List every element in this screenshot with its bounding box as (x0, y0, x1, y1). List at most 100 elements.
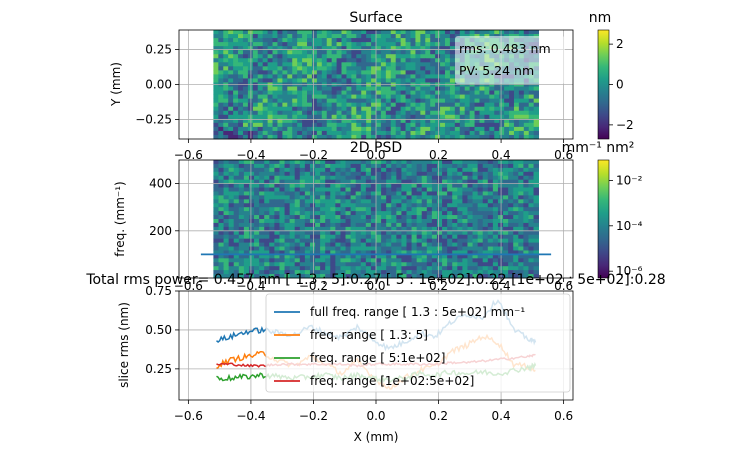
surface-cell (430, 98, 436, 104)
surface-y-ticks: 0.250.00−0.25 (135, 43, 179, 126)
surface-cell (297, 86, 303, 91)
surface-cell (415, 42, 421, 47)
psd-cell (233, 215, 240, 220)
surface-cell (321, 114, 328, 120)
psd-cell (294, 222, 301, 228)
surface-cell (213, 86, 219, 91)
psd-cell (213, 179, 219, 184)
psd-cell (309, 203, 316, 208)
surface-cell (405, 90, 411, 95)
surface-cell (440, 42, 446, 47)
psd-cell (345, 222, 351, 228)
psd-cell (487, 195, 494, 200)
psd-cell (218, 167, 224, 173)
psd-cell (330, 171, 336, 177)
surface-cell (425, 130, 431, 136)
psd-cell (452, 219, 458, 224)
surface-cell (494, 94, 500, 100)
psd-cell (340, 238, 346, 243)
surface-cell (376, 114, 382, 120)
psd-cell (294, 203, 301, 208)
surface-cell (430, 94, 436, 100)
surface-cell (272, 114, 278, 120)
surface-cell (400, 126, 406, 132)
surface-cell (252, 42, 259, 47)
psd-cell (269, 203, 275, 208)
surface-cell (287, 54, 293, 59)
surface-cell (484, 110, 490, 116)
psd-cell (442, 203, 448, 208)
surface-cell (267, 66, 273, 71)
psd-cell (406, 215, 412, 220)
psd-cell (406, 163, 412, 169)
surface-cell (376, 98, 382, 104)
psd-cell (218, 179, 224, 184)
surface-cell (351, 102, 357, 108)
surface-cell (331, 130, 337, 136)
x-tick-label: 0.0 (366, 148, 385, 162)
psd-cell (315, 167, 321, 173)
surface-cell (390, 42, 397, 47)
surface-cell (331, 46, 337, 51)
surface-cell (376, 54, 382, 59)
surface-cell (444, 118, 451, 124)
psd-cell (508, 179, 514, 184)
psd-cell (492, 274, 499, 279)
x-tick-label: 0.2 (429, 279, 448, 293)
psd-cell (416, 160, 423, 165)
psd-cell (340, 226, 346, 232)
psd-cell (294, 171, 301, 177)
psd-cell (411, 258, 418, 263)
psd-cell (477, 191, 484, 196)
psd-cell (513, 262, 519, 267)
psd-cell (376, 175, 382, 181)
psd-cell (365, 183, 372, 188)
psd-cell (411, 226, 418, 232)
psd-cell (233, 270, 240, 275)
psd-cell (508, 230, 514, 236)
psd-cell (518, 207, 524, 212)
psd-cell (248, 242, 255, 247)
psd-cell (345, 179, 351, 184)
surface-cell (494, 118, 500, 124)
surface-cell (469, 106, 475, 112)
surface-cell (218, 54, 224, 59)
surface-cell (415, 70, 421, 75)
psd-cell (436, 230, 443, 236)
surface-cell (380, 42, 387, 47)
psd-cell (254, 215, 260, 220)
psd-cell (457, 211, 463, 216)
psd-cell (315, 242, 321, 247)
psd-cell (401, 226, 407, 232)
psd-cell (442, 219, 448, 224)
surface-cell (218, 114, 224, 120)
surface-cell (356, 114, 362, 120)
psd-cell (315, 219, 321, 224)
surface-cell (223, 114, 229, 120)
psd-cell (284, 187, 291, 192)
psd-cell (462, 230, 468, 236)
surface-cell (420, 110, 426, 116)
psd-cell (447, 270, 453, 275)
psd-cell (345, 230, 351, 236)
psd-cell (315, 191, 321, 196)
psd-cell (436, 246, 443, 251)
surface-cell (376, 42, 382, 47)
surface-cell (385, 34, 392, 39)
psd-cell (360, 242, 367, 247)
psd-cell (467, 246, 473, 251)
psd-cell (457, 199, 463, 204)
psd-cell (228, 222, 235, 228)
psd-cell (381, 234, 387, 240)
psd-cell (482, 234, 489, 240)
psd-cell (477, 195, 484, 200)
psd-cell (284, 219, 291, 224)
surface-cell (257, 58, 264, 63)
surface-cell (351, 114, 357, 120)
psd-cell (218, 230, 224, 236)
surface-cell (341, 94, 347, 100)
surface-cell (272, 134, 278, 140)
psd-cell (492, 215, 499, 220)
surface-cell (341, 50, 347, 55)
surface-cell (390, 50, 397, 55)
